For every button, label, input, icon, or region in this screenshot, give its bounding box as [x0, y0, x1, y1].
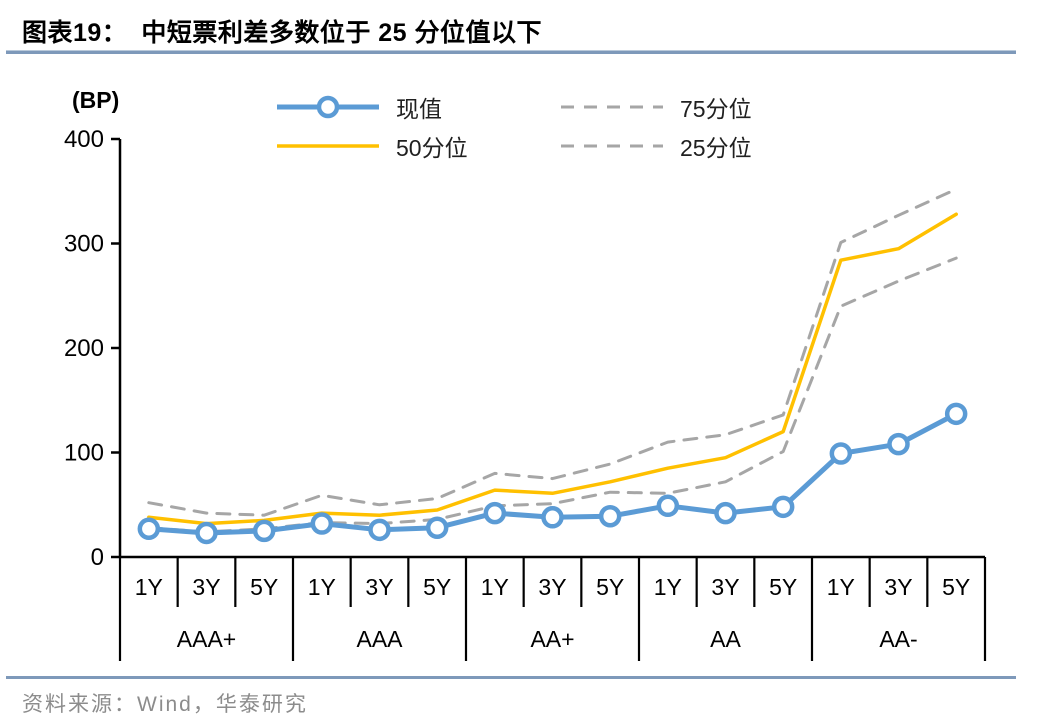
x-group-label: AAA+	[177, 626, 236, 652]
x-tenor-label: 3Y	[711, 574, 739, 600]
x-tenor-label: 5Y	[250, 574, 278, 600]
x-tenor-label: 3Y	[365, 574, 393, 600]
x-group-label: AA+	[530, 626, 574, 652]
legend-item-p75: 75分位	[560, 90, 810, 124]
chart-legend: 现值 50分位 75分位 25分位	[276, 92, 810, 161]
x-tenor-label: 3Y	[192, 574, 220, 600]
source-note: 资料来源：Wind，华泰研究	[22, 693, 308, 716]
x-tenor-label: 5Y	[942, 574, 970, 600]
series-p50-line	[147, 212, 958, 526]
x-tenor-label: 3Y	[884, 574, 912, 600]
title-divider	[6, 50, 1016, 54]
x-tenor-label: 3Y	[538, 574, 566, 600]
series-current-marker	[195, 521, 218, 545]
x-tenor-label: 1Y	[654, 574, 682, 600]
series-current-marker	[368, 518, 391, 542]
y-tick-label: 200	[64, 335, 104, 362]
series-current-marker	[656, 494, 680, 518]
series-current-marker	[137, 517, 161, 541]
series-current-marker	[887, 432, 910, 456]
x-tenor-label: 1Y	[481, 574, 509, 600]
series-current-marker	[252, 519, 276, 543]
legend-item-p25: 25分位	[560, 129, 810, 163]
legend-label-p25: 25分位	[680, 135, 752, 161]
y-tick-label: 0	[91, 544, 104, 571]
legend-label-p75: 75分位	[680, 96, 752, 122]
series-current-marker	[541, 506, 564, 529]
figure-title: 图表19： 中短票利差多数位于 25 分位值以下	[22, 13, 542, 49]
legend-label-p50: 50分位	[396, 135, 468, 161]
series-current-marker	[483, 501, 507, 525]
legend-sample-p75	[561, 105, 663, 109]
series-current-marker	[714, 501, 737, 525]
legend-sample-p50	[277, 144, 379, 148]
series-current-marker	[310, 512, 334, 535]
series-p25-line	[147, 256, 958, 534]
x-group-label: AA	[710, 626, 741, 652]
legend-sample-current	[277, 95, 379, 119]
x-tenor-label: 1Y	[827, 574, 855, 600]
x-tenor-label: 5Y	[769, 574, 797, 600]
x-group-label: AA-	[879, 626, 917, 652]
y-axis-unit-label: (BP)	[72, 87, 120, 113]
legend-item-p50: 50分位	[276, 129, 560, 163]
series-p75-line	[147, 187, 958, 517]
x-group-label: AAA	[356, 626, 403, 652]
legend-sample-p25	[561, 144, 663, 148]
series-current-marker	[944, 402, 968, 426]
figure-number: 图表19：	[22, 19, 128, 47]
series-current-marker	[425, 516, 449, 539]
x-tenor-label: 1Y	[135, 574, 163, 600]
x-tenor-label: 5Y	[423, 574, 451, 600]
x-tenor-label: 5Y	[596, 574, 624, 600]
legend-label-current: 现值	[396, 96, 442, 122]
y-tick-label: 100	[64, 440, 104, 467]
y-tick-label: 400	[64, 126, 104, 153]
series-current-marker	[829, 442, 853, 465]
legend-item-current: 现值	[276, 90, 560, 124]
series-current-marker	[598, 504, 622, 528]
series-current-marker	[771, 495, 795, 519]
figure-title-text: 中短票利差多数位于 25 分位值以下	[141, 19, 543, 47]
x-tenor-label: 1Y	[308, 574, 336, 600]
footer-divider	[6, 676, 1016, 679]
y-tick-label: 300	[64, 231, 104, 258]
